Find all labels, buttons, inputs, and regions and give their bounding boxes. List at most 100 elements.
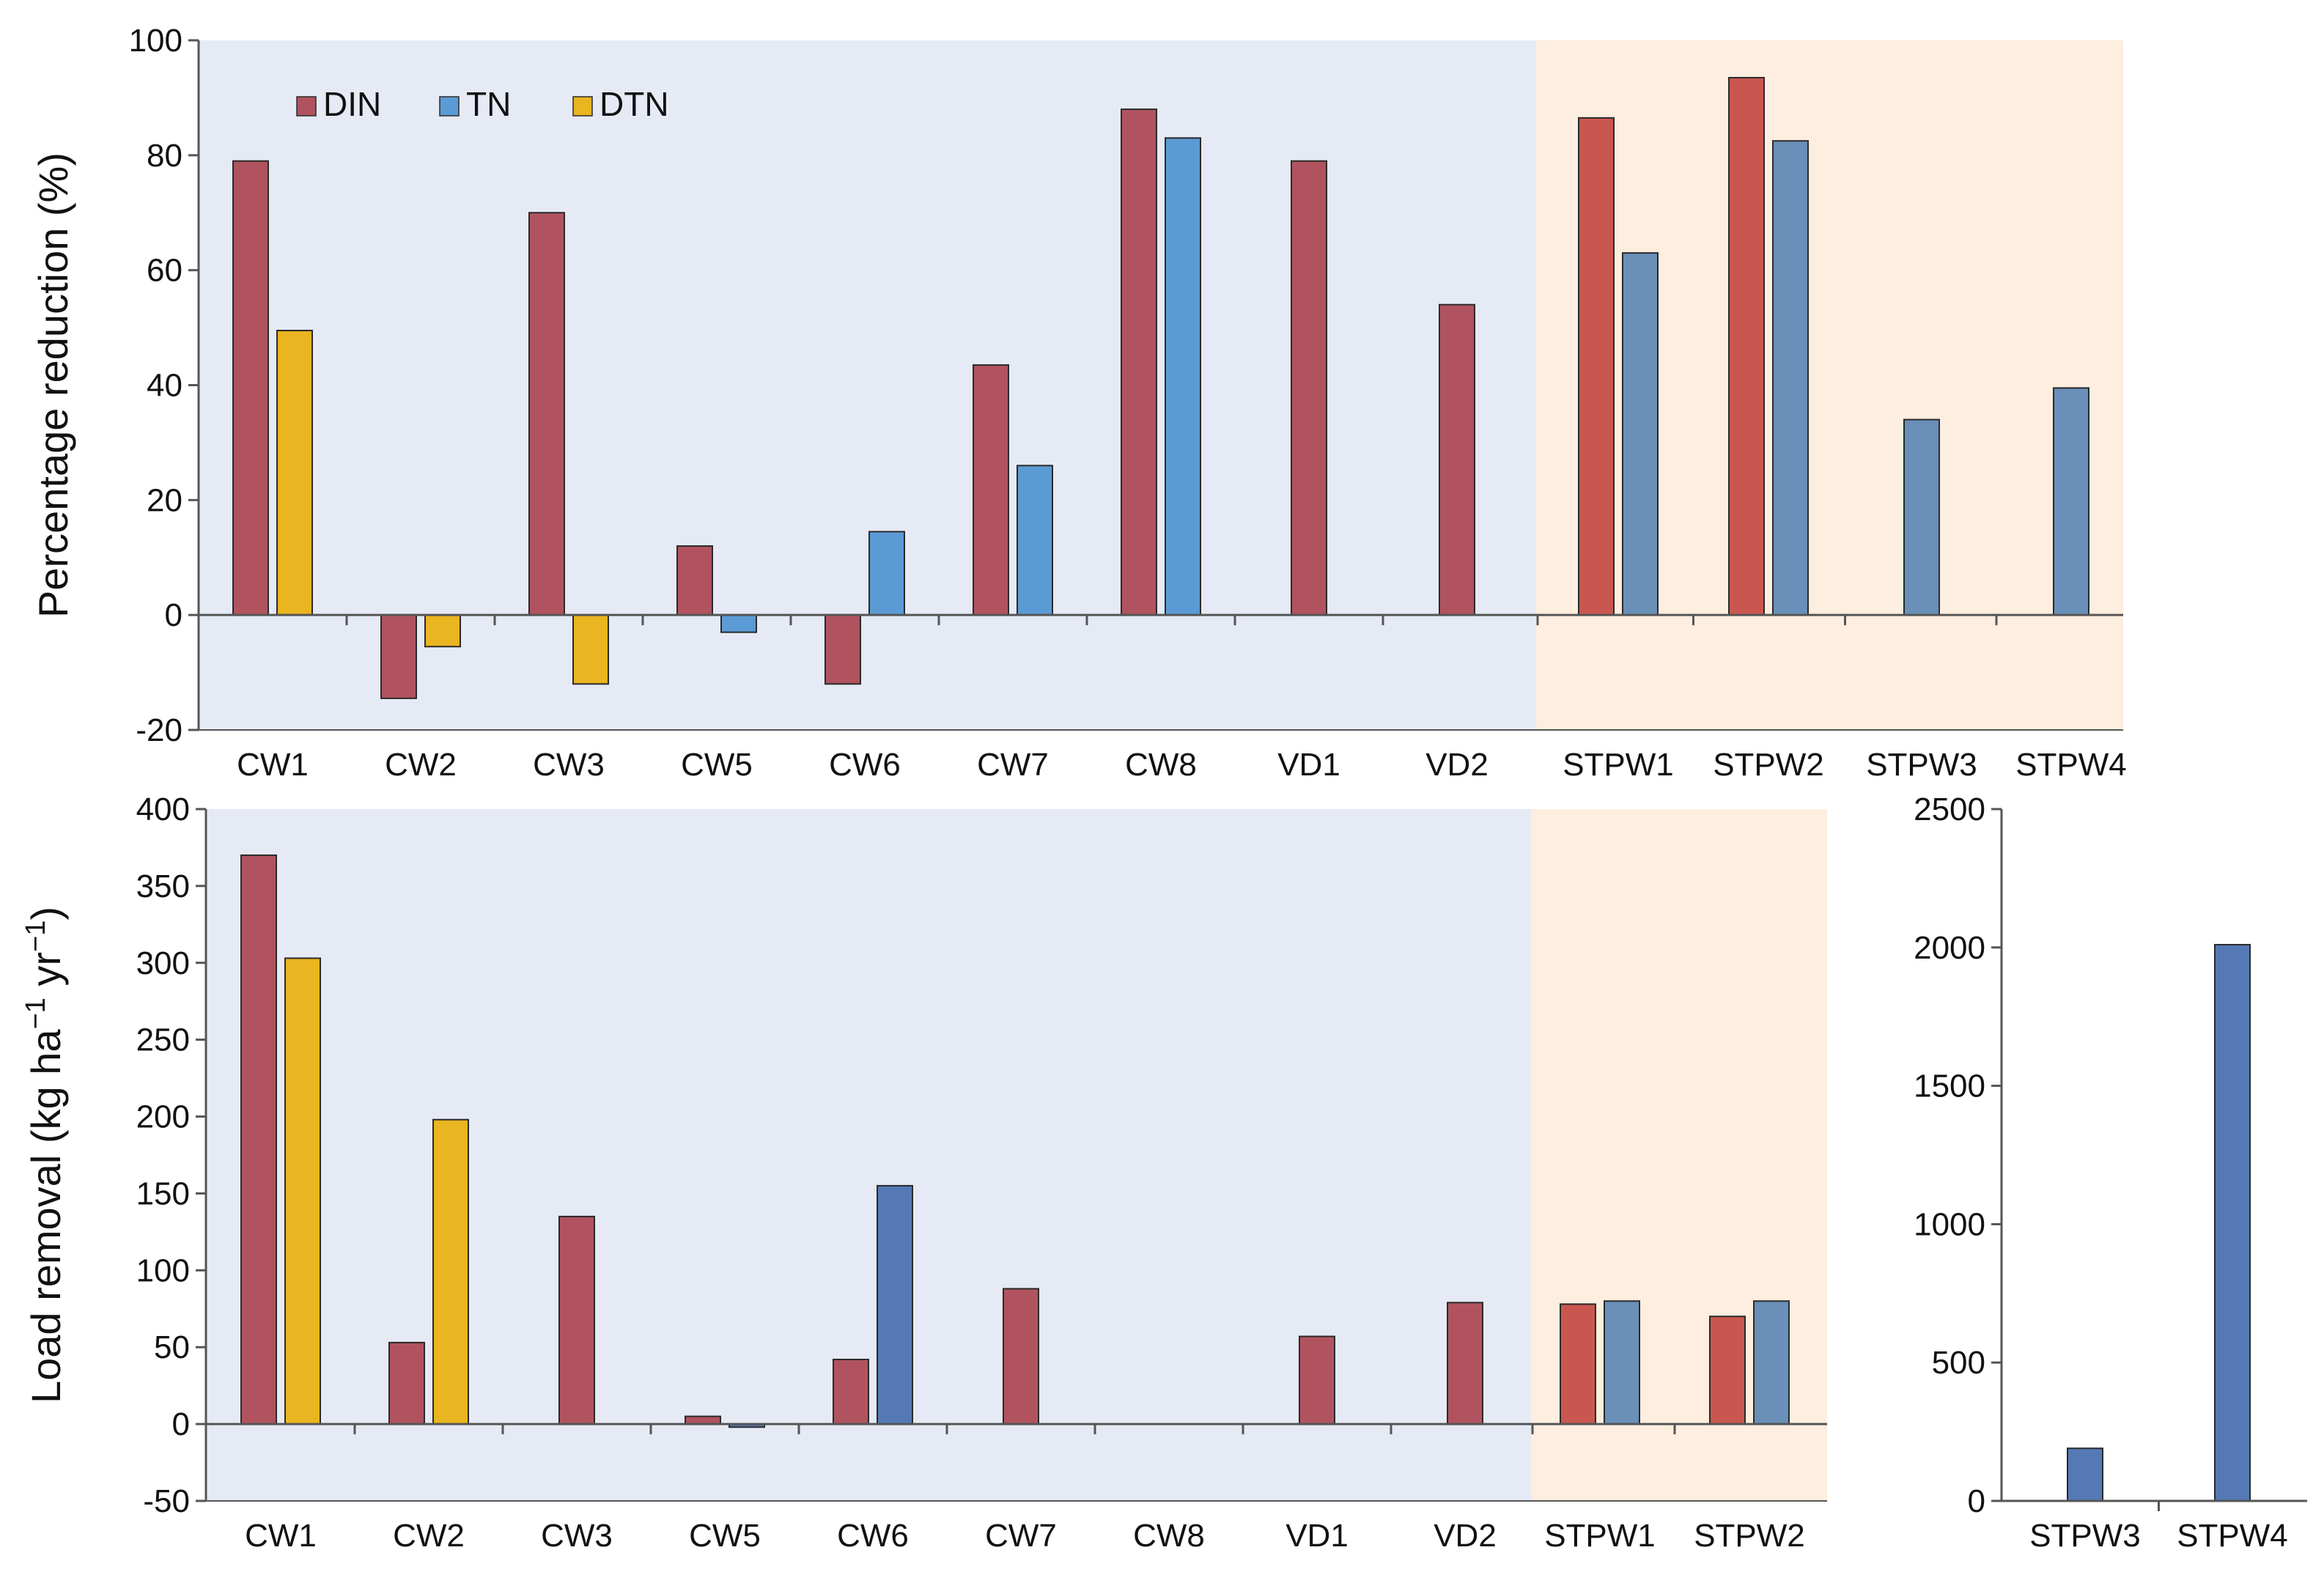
y-axis-title-part: ) [23, 907, 69, 920]
x-tick-label-vd1: VD1 [1277, 747, 1340, 783]
x-tick-label-stpw3: STPW3 [2029, 1518, 2141, 1554]
bottom-chart: -50 0 50 100 150 200 250 300 350 400 CW1 CW2 CW3 CW5 C… [21, 791, 1827, 1554]
top-y-tick-label: 100 [129, 23, 182, 59]
inset-y-tick-label: 1500 [1914, 1069, 1985, 1104]
top-y-tick-label: 40 [147, 368, 182, 404]
bottom-y-tick-label: 0 [172, 1406, 190, 1442]
inset-y-tick-label: 0 [1968, 1483, 1985, 1519]
x-tick-label-stpw1: STPW1 [1563, 747, 1674, 783]
bar-din-cw7 [1003, 1288, 1039, 1425]
x-tick-label-cw2: CW2 [393, 1518, 465, 1554]
bar-din-vd1 [1291, 160, 1327, 616]
x-tick-label-vd2: VD2 [1425, 747, 1489, 783]
bar-din-cw7 [973, 364, 1009, 616]
bar-din-cw3 [528, 212, 565, 616]
bar-din-stpw1 [1578, 117, 1615, 616]
top-chart: -20 0 20 40 60 80 100 CW1 CW2 CW3 CW5 CW6 CW7 CW8 VD1 V… [30, 23, 2127, 783]
legend-swatch-tn [439, 96, 460, 117]
x-tick-label-stpw4: STPW4 [2015, 747, 2127, 783]
x-tick-label-stpw4: STPW4 [2177, 1518, 2288, 1554]
x-tick-label-cw5: CW5 [681, 747, 753, 783]
bar-tn-stpw2 [1772, 140, 1809, 616]
bar-din-cw2 [380, 614, 417, 699]
bar-tn-cw6 [868, 531, 905, 616]
y-axis-title-superscript: −1 [21, 997, 51, 1029]
bar-tn-cw5 [720, 614, 757, 633]
bottom-y-tick-label: 400 [136, 791, 190, 827]
bar-dtn-cw2 [424, 614, 461, 648]
top-y-tick-label: 20 [147, 482, 182, 518]
top-y-tick-label: 60 [147, 253, 182, 289]
bottom-y-tick-label: -50 [143, 1483, 190, 1519]
legend-swatch-din [296, 96, 317, 117]
legend-label-din: DIN [323, 85, 381, 123]
legend: DIN TN DTN [296, 85, 669, 123]
x-tick-label-cw6: CW6 [837, 1518, 909, 1554]
bar-din-cw1 [232, 160, 269, 616]
x-tick-label-stpw2: STPW2 [1694, 1518, 1805, 1554]
x-tick-label-stpw3: STPW3 [1866, 747, 1977, 783]
bar-tn-cw7 [1017, 465, 1053, 616]
legend-label-dtn: DTN [600, 85, 669, 123]
top-y-tick-label: 80 [147, 138, 182, 174]
bar-dtn-cw3 [572, 614, 609, 685]
bottom-y-tick-label: 150 [136, 1176, 190, 1211]
x-tick-label-cw1: CW1 [237, 747, 309, 783]
x-tick-label-vd1: VD1 [1285, 1518, 1349, 1554]
bar-din-cw2 [388, 1341, 425, 1425]
bar-din-cw8 [1121, 108, 1157, 616]
x-tick-label-cw6: CW6 [829, 747, 901, 783]
bar-din-vd2 [1439, 303, 1475, 616]
x-tick-label-cw2: CW2 [385, 747, 457, 783]
bar-din-stpw2 [1728, 76, 1765, 616]
bar-dtn-cw2 [432, 1118, 469, 1425]
bar-din-vd2 [1447, 1302, 1483, 1425]
bottom-y-tick-label: 200 [136, 1099, 190, 1135]
bar-din-cw3 [558, 1215, 595, 1425]
inset-y-tick-label: 2500 [1914, 791, 1985, 827]
bar-tn-stpw4 [2214, 944, 2251, 1502]
bottom-y-tick-label: 50 [154, 1329, 190, 1365]
bottom-y-tick-label: 100 [136, 1252, 190, 1288]
bar-din-cw5 [676, 545, 713, 616]
inset-y-tick-label: 1000 [1914, 1206, 1985, 1242]
inset-y-tick-label: 500 [1932, 1345, 1985, 1381]
x-tick-label-cw3: CW3 [541, 1518, 613, 1554]
bar-din-vd1 [1299, 1335, 1335, 1425]
x-tick-label-cw7: CW7 [977, 747, 1049, 783]
bar-din-cw6 [833, 1359, 869, 1425]
bottom-y-tick-label: 250 [136, 1022, 190, 1058]
bar-tn-stpw3 [1903, 418, 1940, 616]
bar-tn-stpw3 [2067, 1447, 2103, 1502]
legend-swatch-dtn [572, 96, 593, 117]
bottom-y-axis-title: Load removal (kg ha−1 yr−1) [21, 907, 69, 1403]
inset-y-tick-label: 2000 [1914, 930, 1985, 966]
bar-dtn-cw1 [284, 957, 321, 1425]
bottom-y-tick-label: 350 [136, 868, 190, 904]
bar-tn-stpw1 [1604, 1300, 1640, 1425]
x-tick-label-cw8: CW8 [1125, 747, 1197, 783]
bar-tn-stpw1 [1622, 252, 1659, 616]
x-tick-label-cw5: CW5 [689, 1518, 761, 1554]
inset-chart: 0 500 1000 1500 2000 2500 STPW3 STPW4 [1914, 791, 2307, 1554]
bar-dtn-cw1 [276, 330, 313, 616]
top-y-tick-label: 0 [165, 597, 182, 633]
y-axis-title-part: Load removal (kg ha [23, 1029, 69, 1403]
bottom-y-tick-label: 300 [136, 945, 190, 981]
x-tick-label-stpw1: STPW1 [1544, 1518, 1656, 1554]
y-axis-title-part: yr [23, 952, 69, 997]
x-tick-label-cw7: CW7 [985, 1518, 1057, 1554]
x-tick-label-vd2: VD2 [1434, 1518, 1497, 1554]
x-tick-label-cw3: CW3 [533, 747, 605, 783]
bar-tn-stpw2 [1753, 1300, 1790, 1425]
top-y-axis-title: Percentage reduction (%) [30, 152, 76, 618]
x-tick-label-stpw2: STPW2 [1713, 747, 1824, 783]
bar-din-stpw2 [1709, 1315, 1746, 1425]
x-tick-label-cw1: CW1 [245, 1518, 317, 1554]
y-axis-title-superscript: −1 [21, 920, 51, 952]
x-tick-label-cw8: CW8 [1133, 1518, 1205, 1554]
bar-din-cw5 [685, 1415, 721, 1425]
bar-din-stpw1 [1560, 1303, 1596, 1425]
legend-label-tn: TN [466, 85, 511, 123]
